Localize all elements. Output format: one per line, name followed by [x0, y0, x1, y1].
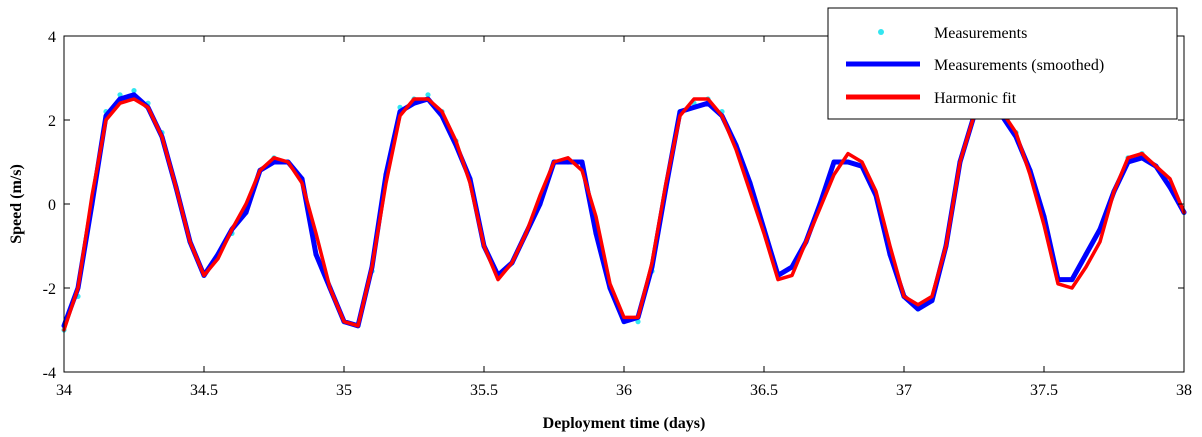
x-tick-label: 36.5: [750, 382, 778, 399]
y-tick-label: 4: [48, 29, 56, 46]
y-axis-label: Speed (m/s): [8, 164, 25, 244]
legend-measurements-marker: [878, 29, 884, 35]
x-tick-label: 37.5: [1030, 382, 1058, 399]
harmonic-fit-line: [62, 97, 1186, 332]
y-tick-label: 2: [48, 113, 56, 130]
x-tick-label: 34: [56, 382, 72, 399]
x-tick-label: 34.5: [190, 382, 218, 399]
x-tick-label: 37: [896, 382, 912, 399]
x-tick-label: 35: [336, 382, 352, 399]
y-tick-label: -2: [43, 281, 56, 298]
y-tick-label: -4: [43, 365, 56, 382]
x-axis-label: Deployment time (days): [543, 415, 706, 432]
measurements-points: [61, 88, 1187, 333]
y-tick-label: 0: [48, 197, 56, 214]
measurement-point: [425, 92, 431, 98]
legend-measurements-label: Measurements: [934, 25, 1027, 42]
legend-smoothed-label: Measurements (smoothed): [934, 57, 1104, 74]
legend-harmonic-label: Harmonic fit: [934, 90, 1017, 107]
data-layer: [61, 88, 1187, 333]
measurement-point: [131, 88, 137, 94]
x-tick-label: 38: [1176, 382, 1192, 399]
tick-layer: 34 34.5 35 35.5 36 36.5 37 37.5 38 -4 -2 0 2 4: [43, 29, 1192, 399]
legend: Measurements Measurements (smoothed) Har…: [827, 7, 1178, 120]
x-tick-label: 35.5: [470, 382, 498, 399]
x-tick-label: 36: [616, 382, 632, 399]
